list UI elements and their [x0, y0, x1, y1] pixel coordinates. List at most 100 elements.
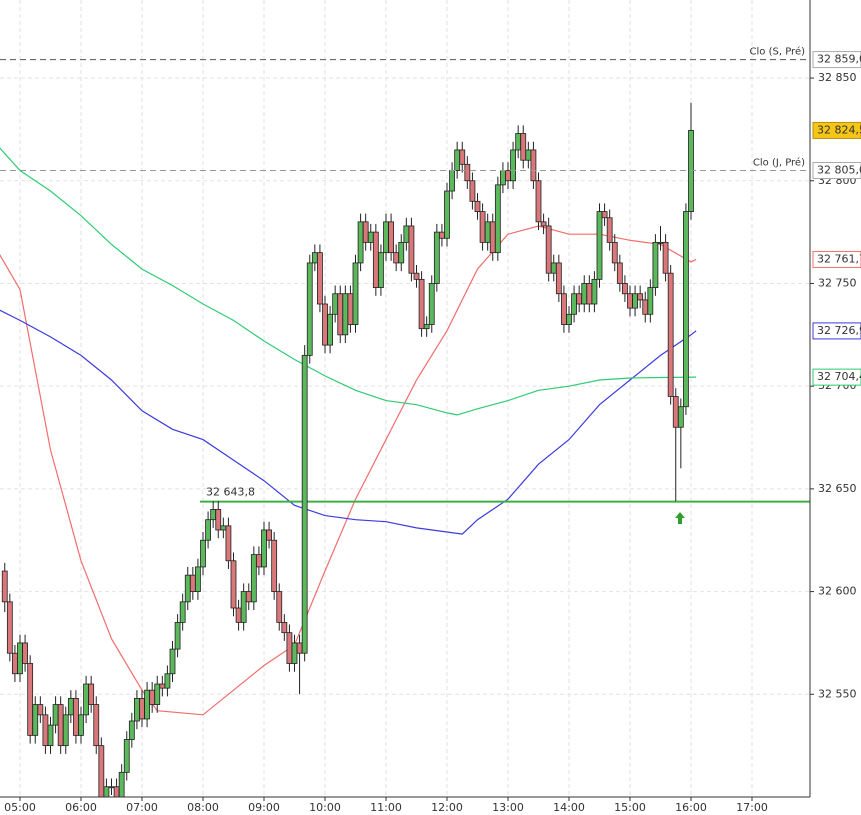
candle-body: [164, 673, 171, 689]
candle-body: [159, 683, 166, 689]
candle: [561, 285, 567, 333]
candle: [154, 675, 161, 713]
x-tick-label: 13:00: [492, 801, 524, 814]
candle-body: [195, 566, 201, 592]
candle-body: [601, 211, 608, 219]
candle-body: [459, 149, 466, 165]
candle: [662, 234, 669, 282]
candle-body: [494, 184, 501, 254]
candle-body: [128, 720, 135, 740]
candle-body: [561, 293, 567, 325]
candle: [215, 501, 222, 539]
candle-body: [627, 293, 633, 309]
candle-body: [637, 293, 644, 301]
candle: [566, 306, 572, 333]
candle: [27, 655, 34, 744]
candle: [179, 593, 186, 631]
candle: [520, 125, 527, 169]
candle-body: [52, 704, 59, 726]
candle-body: [296, 642, 303, 654]
candle-body: [37, 704, 44, 716]
candle-body: [225, 525, 232, 562]
candle-body: [337, 293, 344, 336]
candle-body: [205, 519, 211, 541]
y-tick-label: 32 750: [818, 276, 857, 289]
candle: [37, 696, 44, 724]
candle-body: [103, 786, 110, 797]
candle-body: [347, 293, 354, 325]
x-tick-label: 12:00: [431, 801, 463, 814]
candle: [474, 193, 481, 220]
candle-body: [464, 163, 471, 182]
candle: [444, 182, 450, 247]
candle: [164, 665, 171, 697]
candle-body: [454, 149, 461, 171]
candle: [118, 764, 125, 797]
value-badge: [812, 368, 861, 386]
x-tick-label: 07:00: [126, 801, 158, 814]
candle-body: [144, 689, 150, 720]
candle-body: [139, 698, 145, 720]
candle-body: [123, 739, 130, 773]
candle: [637, 285, 644, 309]
candle-body: [342, 293, 349, 336]
candle-body: [154, 683, 161, 705]
candle-body: [525, 149, 532, 161]
value-badge-label: 32 805,0: [817, 163, 861, 176]
candle-body: [652, 241, 659, 288]
reference-label: Clo (S, Pré): [750, 46, 806, 58]
candle-body: [408, 225, 415, 274]
moving-average-line: [0, 309, 697, 535]
candle-body: [220, 525, 227, 531]
candle: [169, 640, 176, 682]
candle: [317, 244, 323, 313]
candle: [423, 316, 430, 337]
x-tick-label: 06:00: [65, 801, 97, 814]
candle: [322, 295, 328, 354]
y-tick-label: 32 650: [818, 482, 857, 495]
candle: [195, 558, 201, 600]
candle-body: [108, 786, 115, 789]
candle-body: [545, 225, 552, 274]
candle-body: [632, 293, 638, 309]
candle-body: [67, 698, 74, 716]
candle-body: [657, 241, 664, 244]
candle-body: [78, 714, 84, 736]
candle: [530, 141, 537, 189]
moving-average-line: [0, 147, 697, 416]
value-badge-label: 32 761,7: [817, 252, 861, 265]
candle: [352, 254, 359, 333]
candle-body: [616, 262, 623, 284]
candle: [271, 532, 278, 600]
candle-body: [357, 221, 364, 264]
x-tick-label: 11:00: [370, 801, 402, 814]
candle-body: [73, 698, 79, 736]
candle: [591, 271, 598, 313]
candle: [205, 511, 211, 549]
candle-body: [688, 130, 694, 212]
candle: [494, 176, 501, 261]
candle: [128, 712, 135, 748]
candle-body: [479, 211, 486, 243]
candle-body: [286, 632, 293, 664]
candle-body: [240, 591, 247, 623]
candle-body: [301, 354, 308, 654]
candle: [250, 546, 257, 611]
candle: [357, 213, 364, 272]
x-tick-label: 14:00: [553, 801, 585, 814]
candle-body: [266, 529, 272, 541]
candle-body: [555, 262, 562, 295]
candle-body: [515, 133, 522, 151]
candle-body: [571, 293, 577, 315]
candle-body: [500, 170, 506, 186]
candle: [301, 345, 308, 662]
candle: [683, 203, 689, 415]
candle-body: [32, 704, 39, 736]
candle: [433, 223, 440, 292]
candle-body: [647, 287, 654, 315]
x-tick-label: 15:00: [614, 801, 646, 814]
last-price-badge: [812, 121, 861, 139]
candle: [622, 275, 628, 302]
